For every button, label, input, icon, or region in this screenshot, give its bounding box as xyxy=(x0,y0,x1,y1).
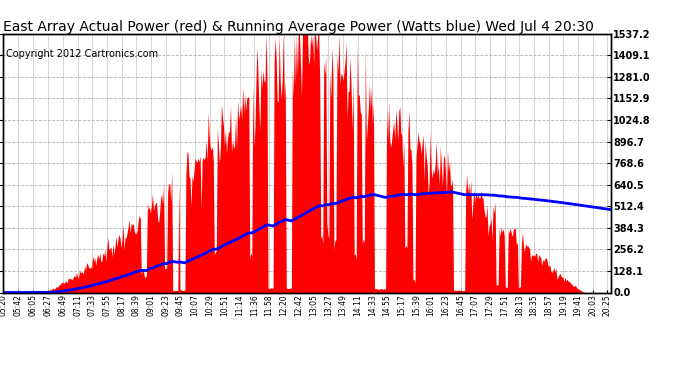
Text: East Array Actual Power (red) & Running Average Power (Watts blue) Wed Jul 4 20:: East Array Actual Power (red) & Running … xyxy=(3,20,594,34)
Text: Copyright 2012 Cartronics.com: Copyright 2012 Cartronics.com xyxy=(6,49,159,59)
